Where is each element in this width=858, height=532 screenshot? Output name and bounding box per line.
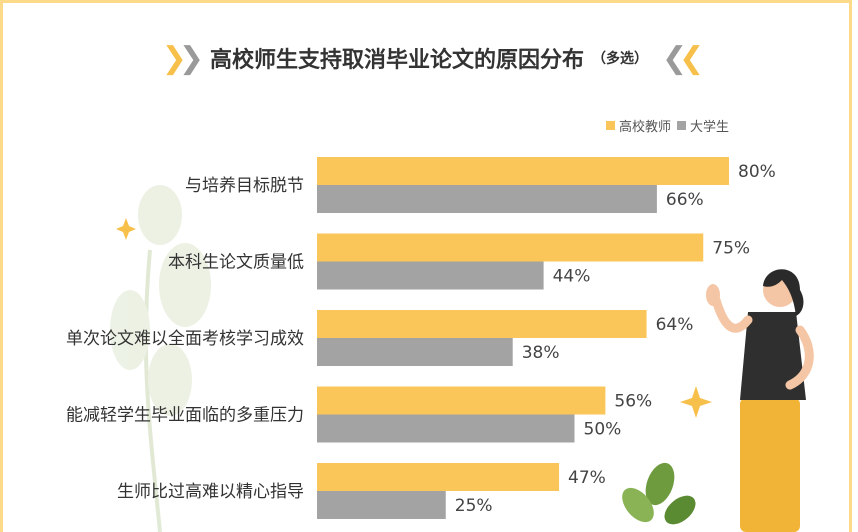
legend-swatch-teachers bbox=[606, 120, 615, 130]
bars-layer: 与培养目标脱节 80% 66% 本科生论文质量低 75% 44% 单次论文难以全面考核学习成… bbox=[66, 157, 776, 519]
bar-students bbox=[317, 491, 446, 519]
legend-swatch-students bbox=[677, 120, 687, 130]
value-label: 64% bbox=[656, 315, 694, 335]
bar-teachers bbox=[317, 310, 647, 338]
value-label: 56% bbox=[614, 392, 652, 412]
category-label: 生师比过高难以精心指导 bbox=[117, 482, 304, 502]
value-label: 80% bbox=[738, 162, 776, 182]
title-bar: ❯❯ 高校师生支持取消毕业论文的原因分布 （多选） ❮❮ bbox=[0, 38, 858, 78]
category-label: 本科生论文质量低 bbox=[168, 253, 304, 273]
person-illustration bbox=[706, 269, 814, 532]
bar-teachers bbox=[317, 233, 704, 262]
bar-students bbox=[317, 338, 513, 366]
value-label: 25% bbox=[455, 496, 493, 516]
value-label: 47% bbox=[568, 468, 606, 488]
value-label: 66% bbox=[666, 190, 704, 210]
value-label: 44% bbox=[553, 267, 591, 287]
value-label: 75% bbox=[712, 239, 750, 259]
category-label: 与培养目标脱节 bbox=[185, 176, 304, 196]
legend-label-teachers: 高校教师 bbox=[619, 119, 672, 135]
bar-teachers bbox=[317, 386, 606, 415]
sparkle-icon bbox=[680, 386, 712, 418]
category-label: 单次论文难以全面考核学习成效 bbox=[66, 329, 304, 349]
bar-teachers bbox=[317, 157, 729, 185]
legend: 高校教师 大学生 bbox=[606, 116, 735, 135]
bar-students bbox=[317, 185, 657, 213]
legend-item-teachers: 高校教师 bbox=[606, 116, 671, 135]
chart-subtitle: （多选） bbox=[592, 51, 648, 67]
sparkle-icon bbox=[116, 218, 136, 240]
bar-students bbox=[317, 261, 544, 290]
bar-teachers bbox=[317, 463, 560, 491]
legend-label-students: 大学生 bbox=[690, 119, 730, 135]
chart-title: 高校师生支持取消毕业论文的原因分布 bbox=[209, 48, 584, 73]
legend-item-students: 大学生 bbox=[677, 116, 729, 135]
category-label: 能减轻学生毕业面临的多重压力 bbox=[66, 406, 304, 426]
plant-illustration bbox=[110, 185, 211, 532]
bar-students bbox=[317, 414, 575, 443]
leaf-plant-icon bbox=[622, 462, 696, 525]
value-label: 38% bbox=[522, 343, 560, 363]
value-label: 50% bbox=[584, 420, 622, 440]
